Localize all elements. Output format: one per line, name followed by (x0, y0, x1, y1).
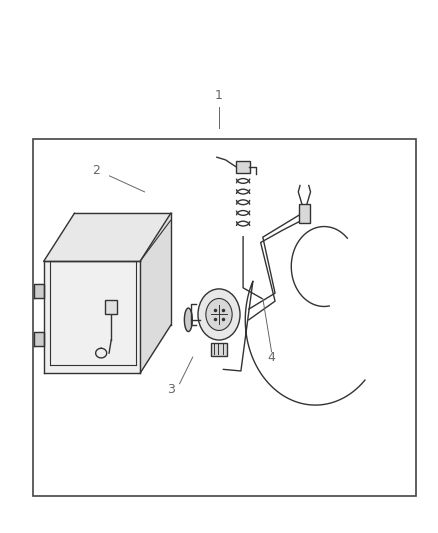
Bar (211, 343, 227, 356)
Bar (236, 161, 250, 173)
Text: 2: 2 (92, 164, 100, 177)
Text: 1: 1 (215, 90, 223, 102)
Polygon shape (34, 332, 44, 346)
Polygon shape (184, 308, 192, 332)
Polygon shape (44, 261, 140, 373)
FancyBboxPatch shape (105, 301, 117, 314)
Text: 4: 4 (268, 351, 276, 364)
Text: 3: 3 (167, 383, 175, 395)
Bar (33, 139, 416, 496)
Circle shape (198, 289, 240, 340)
Bar (299, 204, 310, 223)
Polygon shape (140, 213, 171, 373)
Polygon shape (34, 284, 44, 298)
Polygon shape (44, 213, 171, 261)
Polygon shape (50, 219, 166, 261)
Circle shape (206, 298, 232, 330)
